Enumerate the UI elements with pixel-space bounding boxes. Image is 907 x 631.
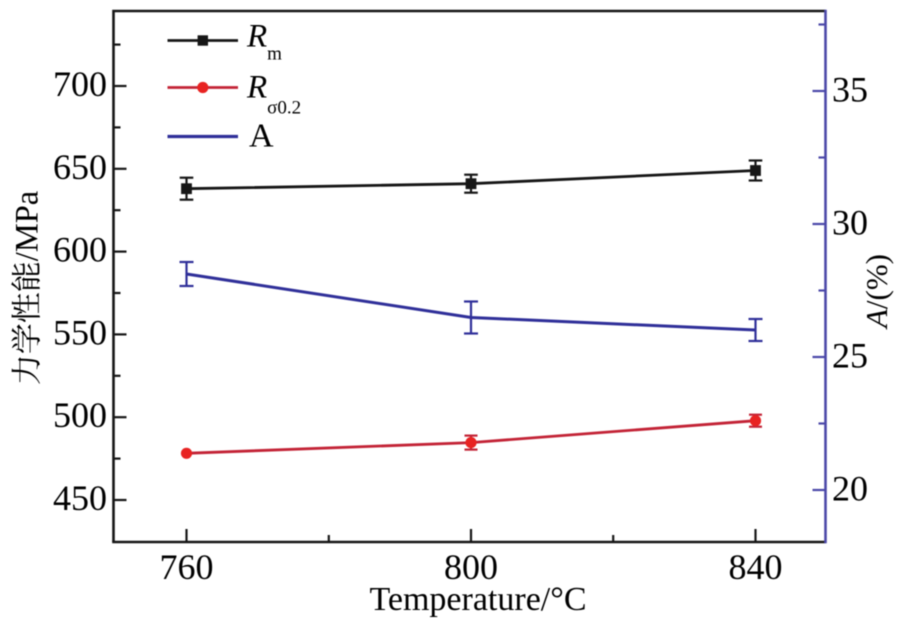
svg-text:/MPa: /MPa <box>10 191 46 261</box>
svg-text:650: 650 <box>53 147 107 187</box>
svg-text:25: 25 <box>832 336 868 376</box>
svg-text:A/(%): A/(%) <box>859 254 894 330</box>
svg-text:550: 550 <box>53 312 107 352</box>
svg-text:450: 450 <box>53 478 107 518</box>
svg-text:35: 35 <box>832 70 868 110</box>
svg-text:700: 700 <box>53 64 107 104</box>
svg-text:A: A <box>249 118 274 155</box>
svg-text:600: 600 <box>53 230 107 270</box>
svg-text:30: 30 <box>832 203 868 243</box>
svg-text:Temperature/°C: Temperature/°C <box>369 581 586 618</box>
svg-text:840: 840 <box>729 547 783 587</box>
svg-text:760: 760 <box>160 547 214 587</box>
svg-text:800: 800 <box>444 547 498 587</box>
svg-text:500: 500 <box>53 395 107 435</box>
svg-text:20: 20 <box>832 469 868 509</box>
